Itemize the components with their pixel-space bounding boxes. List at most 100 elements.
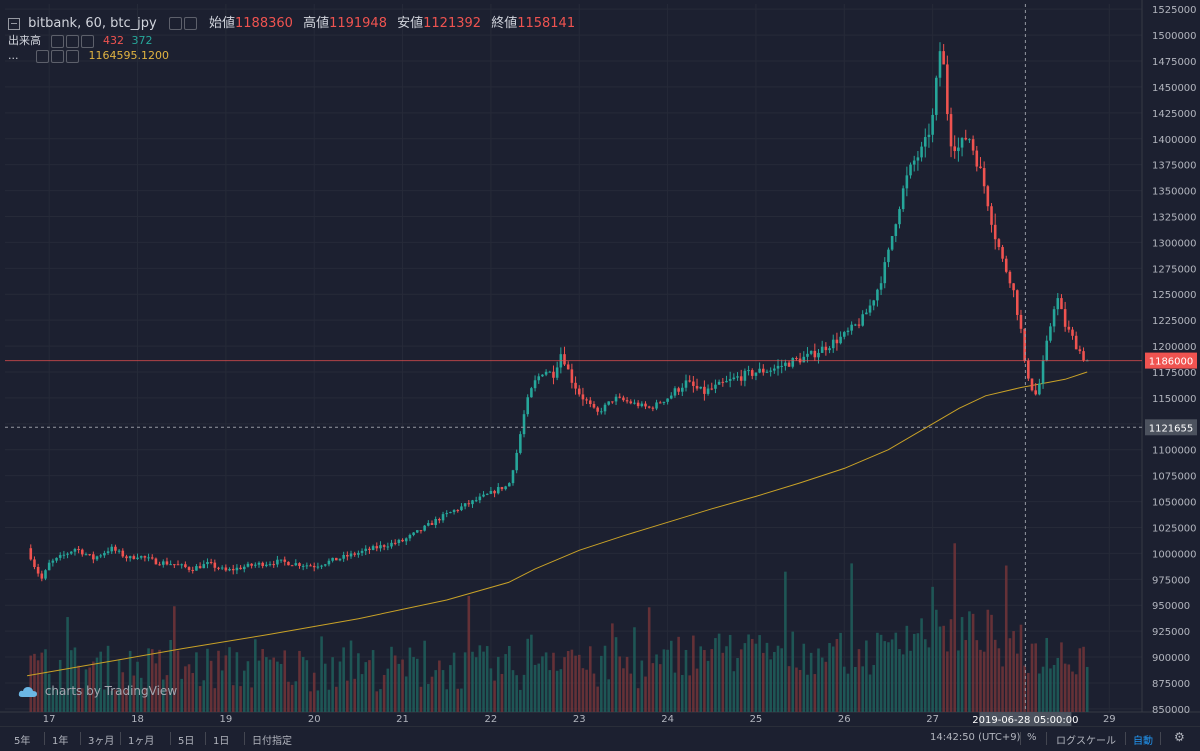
y-tick-label: 1375000 bbox=[1152, 161, 1197, 172]
close-icon[interactable] bbox=[66, 49, 79, 63]
volume-bar bbox=[743, 643, 747, 712]
volume-bar bbox=[161, 679, 165, 712]
y-tick-label: 1175000 bbox=[1152, 368, 1197, 379]
y-tick-label: 1225000 bbox=[1152, 316, 1197, 327]
volume-bar bbox=[769, 659, 772, 712]
candle-body bbox=[1074, 335, 1078, 350]
close-icon[interactable] bbox=[80, 34, 94, 48]
volume-bar bbox=[588, 646, 592, 712]
volume-label[interactable]: 出来高 bbox=[8, 34, 41, 47]
candle-body bbox=[655, 402, 658, 409]
settings-icon[interactable] bbox=[65, 34, 79, 48]
candle-body bbox=[430, 523, 434, 525]
volume-bar bbox=[629, 673, 633, 712]
ma-label[interactable]: ... bbox=[8, 49, 19, 62]
candle-body bbox=[585, 399, 588, 401]
candle-body bbox=[795, 358, 798, 360]
symbol-title[interactable]: bitbank, 60, btc_jpy bbox=[28, 16, 157, 31]
range-button[interactable]: 1日 bbox=[213, 736, 230, 747]
volume-bar bbox=[600, 655, 603, 712]
volume-bar bbox=[353, 678, 356, 712]
volume-bar bbox=[375, 691, 379, 712]
candle-body bbox=[625, 400, 629, 402]
volume-bar bbox=[555, 670, 559, 712]
candle-body bbox=[191, 569, 195, 571]
candle-body bbox=[890, 236, 894, 250]
range-button[interactable]: 3ヶ月 bbox=[88, 736, 115, 747]
collapse-icon[interactable] bbox=[8, 17, 20, 30]
toolbar-divider bbox=[205, 732, 206, 745]
volume-bar bbox=[651, 663, 655, 712]
candle-body bbox=[257, 562, 261, 565]
y-tick-label: 1400000 bbox=[1152, 135, 1197, 146]
volume-bar bbox=[1041, 666, 1045, 712]
volume-bar bbox=[272, 657, 276, 712]
volume-bar bbox=[854, 666, 857, 712]
candle-body bbox=[912, 160, 916, 165]
open-label: 始値 bbox=[209, 16, 236, 31]
log-scale-toggle[interactable]: ログスケール bbox=[1056, 736, 1116, 747]
visibility-icon[interactable] bbox=[36, 49, 49, 63]
low-value: 1121392 bbox=[423, 16, 482, 31]
candle-body bbox=[36, 566, 40, 574]
volume-bar bbox=[820, 657, 824, 712]
volume-bar bbox=[1071, 671, 1074, 712]
source-icon[interactable] bbox=[183, 17, 197, 30]
volume-bar bbox=[640, 660, 644, 712]
visibility-icon[interactable] bbox=[50, 34, 64, 48]
volume-bar bbox=[36, 660, 40, 712]
candle-body bbox=[202, 564, 206, 569]
volume-bar bbox=[283, 650, 287, 712]
volume-bar bbox=[500, 673, 504, 712]
volume-bar bbox=[242, 670, 246, 712]
volume-bar bbox=[1019, 624, 1023, 712]
range-button[interactable]: 1ヶ月 bbox=[128, 736, 155, 747]
candle-body bbox=[496, 487, 500, 494]
candle-body bbox=[629, 401, 633, 404]
volume-bar bbox=[541, 656, 544, 712]
volume-bar bbox=[957, 650, 960, 712]
candle-body bbox=[110, 546, 114, 552]
candlestick-chart[interactable]: 17 18 19 20 21 22 23 24 25 26 27 29 850000 875000 9000… bbox=[0, 0, 1200, 726]
candle-body bbox=[592, 404, 596, 408]
volume-bar bbox=[114, 689, 117, 712]
candle-body bbox=[438, 519, 441, 521]
candle-body bbox=[872, 300, 876, 306]
volume-bar bbox=[548, 670, 552, 712]
candle-body bbox=[887, 249, 890, 263]
candle-body bbox=[419, 530, 423, 532]
candle-body bbox=[434, 519, 437, 525]
volume-bar bbox=[658, 664, 662, 712]
volume-bar bbox=[633, 627, 636, 712]
candle-body bbox=[909, 164, 912, 176]
volume-bar bbox=[669, 640, 673, 712]
candle-body bbox=[408, 534, 412, 539]
range-button[interactable]: 5日 bbox=[178, 736, 195, 747]
candle-body bbox=[209, 561, 213, 563]
candle-body bbox=[747, 370, 750, 372]
percent-toggle[interactable]: % bbox=[1027, 732, 1037, 743]
volume-bar bbox=[673, 672, 677, 712]
volume-bar bbox=[997, 648, 1001, 712]
volume-bar bbox=[92, 661, 95, 712]
clock-time[interactable]: 14:42:50 (UTC+9) bbox=[930, 732, 1021, 743]
gear-icon[interactable]: ⚙ bbox=[1174, 730, 1185, 744]
volume-bar bbox=[51, 687, 55, 712]
candle-body bbox=[1067, 326, 1071, 330]
range-button[interactable]: 5年 bbox=[14, 736, 31, 747]
tradingview-watermark[interactable]: charts by TradingView bbox=[18, 684, 177, 698]
candle-body bbox=[857, 324, 861, 326]
auto-scale-toggle[interactable]: 自動 bbox=[1133, 736, 1153, 747]
range-button[interactable]: 1年 bbox=[52, 736, 69, 747]
range-button[interactable]: 日付指定 bbox=[252, 736, 292, 747]
volume-bar bbox=[747, 634, 750, 712]
candle-body bbox=[478, 496, 482, 501]
volume-bar bbox=[239, 686, 242, 712]
volume-bar bbox=[150, 649, 154, 712]
ma-legend: ... 1164595.1200 bbox=[8, 49, 169, 63]
volume-bar bbox=[438, 660, 441, 712]
settings-icon[interactable] bbox=[168, 17, 182, 30]
settings-icon[interactable] bbox=[51, 49, 64, 63]
candle-body bbox=[161, 561, 165, 565]
volume-bar bbox=[228, 647, 231, 712]
